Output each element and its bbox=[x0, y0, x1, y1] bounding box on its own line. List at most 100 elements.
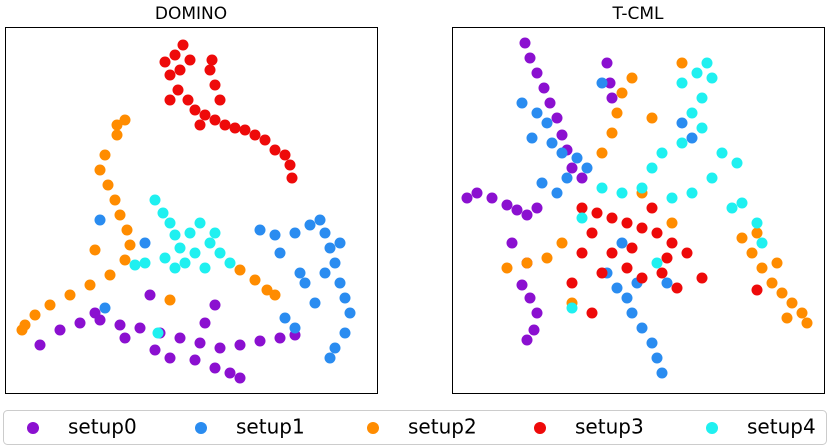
point bbox=[164, 352, 176, 364]
point bbox=[269, 229, 281, 241]
point bbox=[538, 82, 550, 94]
legend-frame bbox=[3, 410, 827, 445]
point bbox=[528, 324, 540, 336]
point bbox=[157, 207, 169, 219]
point bbox=[29, 309, 41, 321]
point bbox=[159, 56, 171, 68]
point bbox=[234, 339, 246, 351]
point bbox=[576, 212, 588, 224]
point bbox=[149, 344, 161, 356]
point bbox=[109, 194, 121, 206]
point bbox=[646, 162, 658, 174]
point bbox=[214, 247, 226, 259]
point bbox=[626, 242, 638, 254]
point bbox=[279, 312, 291, 324]
point bbox=[686, 132, 698, 144]
point bbox=[259, 134, 271, 146]
point bbox=[676, 117, 688, 129]
chart-title: DOMINO bbox=[155, 4, 227, 24]
point bbox=[531, 307, 543, 319]
point bbox=[294, 267, 306, 279]
point bbox=[576, 202, 588, 214]
point bbox=[731, 157, 743, 169]
point bbox=[751, 217, 763, 229]
point bbox=[304, 219, 316, 231]
point bbox=[319, 227, 331, 239]
point bbox=[621, 292, 633, 304]
point bbox=[209, 114, 221, 126]
point bbox=[319, 267, 331, 279]
point bbox=[586, 227, 598, 239]
point bbox=[801, 317, 813, 329]
point bbox=[501, 199, 513, 211]
point bbox=[531, 67, 543, 79]
point bbox=[179, 257, 191, 269]
point bbox=[636, 182, 648, 194]
point bbox=[661, 277, 673, 289]
point bbox=[681, 247, 693, 259]
point bbox=[524, 292, 536, 304]
legend-label: setup1 bbox=[236, 415, 305, 439]
point bbox=[114, 209, 126, 221]
point bbox=[646, 337, 658, 349]
point bbox=[646, 112, 658, 124]
point bbox=[204, 237, 216, 249]
point bbox=[736, 232, 748, 244]
point bbox=[224, 257, 236, 269]
point bbox=[611, 107, 623, 119]
point bbox=[531, 107, 543, 119]
point bbox=[596, 147, 608, 159]
point bbox=[199, 317, 211, 329]
point bbox=[661, 252, 673, 264]
point bbox=[84, 279, 96, 291]
point bbox=[656, 367, 668, 379]
point bbox=[616, 187, 628, 199]
point bbox=[334, 237, 346, 249]
point bbox=[656, 267, 668, 279]
point bbox=[576, 247, 588, 259]
point bbox=[169, 262, 181, 274]
point bbox=[114, 319, 126, 331]
point bbox=[164, 294, 176, 306]
point bbox=[766, 277, 778, 289]
point bbox=[184, 54, 196, 66]
point bbox=[676, 77, 688, 89]
legend-marker bbox=[534, 422, 546, 434]
point bbox=[274, 332, 286, 344]
point bbox=[229, 122, 241, 134]
point bbox=[776, 287, 788, 299]
point bbox=[169, 229, 181, 241]
point bbox=[536, 177, 548, 189]
point bbox=[666, 217, 678, 229]
point bbox=[334, 277, 346, 289]
point bbox=[194, 337, 206, 349]
point bbox=[471, 187, 483, 199]
point bbox=[781, 312, 793, 324]
point bbox=[344, 307, 356, 319]
point bbox=[521, 334, 533, 346]
point bbox=[686, 107, 698, 119]
point bbox=[696, 272, 708, 284]
point bbox=[656, 147, 668, 159]
point bbox=[621, 217, 633, 229]
point bbox=[309, 297, 321, 309]
legend-label: setup2 bbox=[408, 415, 477, 439]
point bbox=[174, 64, 186, 76]
legend-marker bbox=[367, 422, 379, 434]
point bbox=[696, 92, 708, 104]
point bbox=[139, 257, 151, 269]
point bbox=[89, 307, 101, 319]
point bbox=[94, 214, 106, 226]
point bbox=[279, 149, 291, 161]
point bbox=[626, 307, 638, 319]
point bbox=[556, 237, 568, 249]
point bbox=[206, 54, 218, 66]
point bbox=[706, 172, 718, 184]
point bbox=[299, 277, 311, 289]
point bbox=[521, 209, 533, 221]
point bbox=[561, 172, 573, 184]
point bbox=[571, 152, 583, 164]
point bbox=[586, 307, 598, 319]
point bbox=[666, 192, 678, 204]
point bbox=[129, 259, 141, 271]
